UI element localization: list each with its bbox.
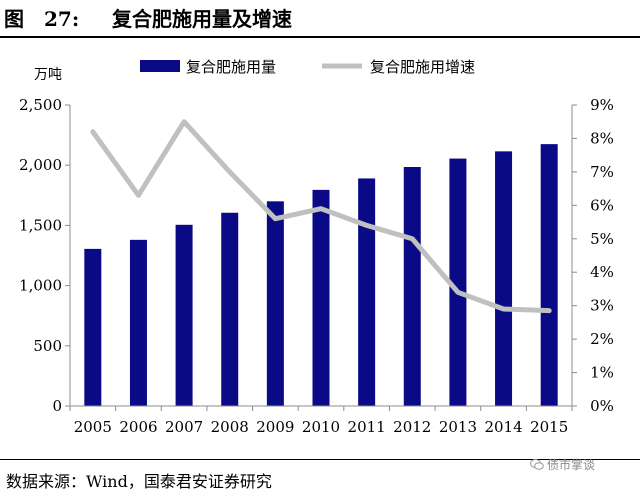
watermark-text: 债市掌谈 xyxy=(547,458,596,472)
line-point-2008 xyxy=(228,170,231,173)
right-tick-label: 0% xyxy=(590,397,614,415)
x-tick-label: 2015 xyxy=(530,418,568,436)
line-point-2012 xyxy=(411,237,414,240)
line-point-2005 xyxy=(91,130,94,133)
line-point-2009 xyxy=(274,217,277,220)
line-series xyxy=(90,119,552,314)
right-tick-label: 4% xyxy=(590,263,614,281)
right-tick-label: 9% xyxy=(590,96,614,114)
line-point-2013 xyxy=(456,291,459,294)
figure-number: 图 27: xyxy=(4,7,80,31)
x-tick-label: 2010 xyxy=(302,418,340,436)
x-tick-label: 2009 xyxy=(256,418,294,436)
bar-series xyxy=(84,144,558,406)
line-point-2010 xyxy=(320,207,322,210)
bar-2015 xyxy=(540,144,558,406)
right-tick-label: 2% xyxy=(590,330,614,348)
right-tick-label: 7% xyxy=(590,163,614,181)
bar-2011 xyxy=(358,178,376,406)
bar-2014 xyxy=(495,151,513,406)
x-tick-label: 2006 xyxy=(119,418,157,436)
legend-label-line: 复合肥施用增速 xyxy=(370,58,475,76)
x-tick-label: 2013 xyxy=(439,418,477,436)
x-tick-label: 2005 xyxy=(74,418,112,436)
left-tick-label: 2,500 xyxy=(19,96,62,114)
bar-2007 xyxy=(175,224,193,406)
line-point-2011 xyxy=(365,224,368,227)
legend-label-bar: 复合肥施用量 xyxy=(186,58,276,76)
watermark: 债市掌谈 xyxy=(530,456,595,473)
x-tick-label: 2011 xyxy=(348,418,386,436)
bar-2006 xyxy=(129,239,147,406)
line-point-2007 xyxy=(183,120,186,123)
source-note: 数据来源：Wind，国泰君安证券研究 xyxy=(6,472,272,491)
right-tick-label: 5% xyxy=(590,230,614,248)
bar-2009 xyxy=(266,201,284,406)
legend: 复合肥施用量 复合肥施用增速 xyxy=(140,58,475,76)
x-tick-label: 2008 xyxy=(211,418,249,436)
bar-2013 xyxy=(449,158,467,406)
figure-title: 复合肥施用量及增速 xyxy=(112,7,292,31)
axes: 0 500 1,000 1,500 2,000 2,500 0% 1% 2% 3% 4% 5% 6% 7%… xyxy=(19,96,614,436)
x-tick-label: 2007 xyxy=(165,418,203,436)
line-point-2015 xyxy=(548,309,551,312)
right-tick-label: 1% xyxy=(590,364,614,382)
left-tick-label: 2,000 xyxy=(19,156,62,174)
left-tick-label: 500 xyxy=(33,337,62,355)
line-point-2014 xyxy=(502,308,505,311)
x-tick-label: 2014 xyxy=(484,418,522,436)
right-tick-label: 8% xyxy=(590,129,614,147)
title-rule xyxy=(0,36,640,38)
left-tick-label: 1,500 xyxy=(19,216,62,234)
legend-swatch-bar xyxy=(140,60,180,72)
combo-chart: 0 500 1,000 1,500 2,000 2,500 0% 1% 2% 3% 4% 5% 6% 7%… xyxy=(19,58,614,436)
left-tick-label: 0 xyxy=(52,397,62,415)
left-tick-label: 1,000 xyxy=(19,277,62,295)
right-tick-label: 3% xyxy=(590,297,614,315)
figure-title-bar: 图 27: 复合肥施用量及增速 xyxy=(0,0,640,38)
y-unit-label: 万吨 xyxy=(34,67,62,83)
right-tick-label: 6% xyxy=(590,196,614,214)
bar-2012 xyxy=(403,167,421,406)
line-point-2006 xyxy=(137,194,140,197)
bar-2010 xyxy=(312,189,330,406)
bar-2008 xyxy=(221,212,239,406)
footer-rule xyxy=(0,459,640,460)
x-tick-label: 2012 xyxy=(393,418,431,436)
wechat-icon xyxy=(530,459,544,470)
bar-2005 xyxy=(84,248,102,406)
